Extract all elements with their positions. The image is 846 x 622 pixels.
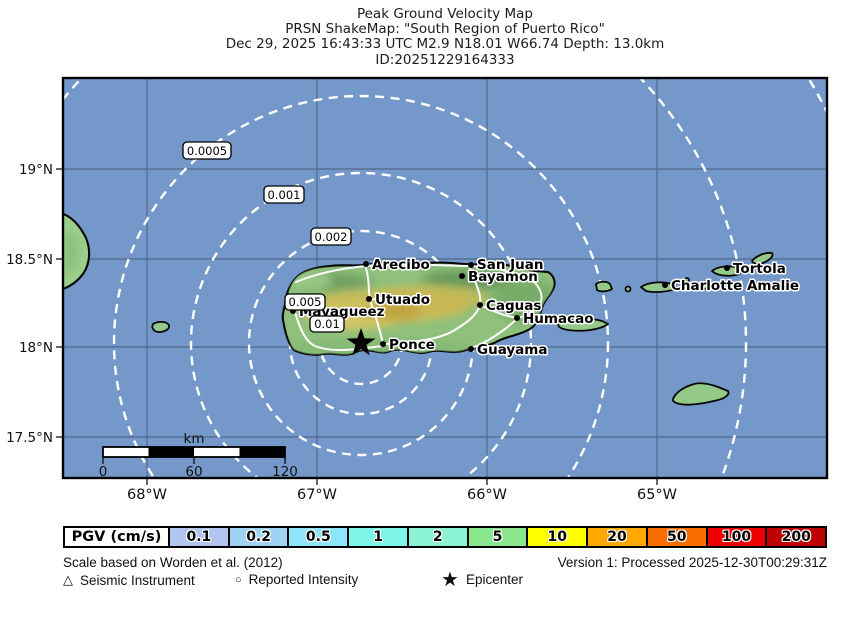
colorbar-cell: 0.2 xyxy=(227,528,288,546)
city-marker xyxy=(468,346,474,352)
legend-label: Seismic Instrument xyxy=(80,572,195,588)
st-croix xyxy=(671,382,730,406)
colorbar-cell: 5 xyxy=(466,528,527,546)
title-block: Peak Ground Velocity Map PRSN ShakeMap: … xyxy=(63,6,827,68)
contour-label: 0.005 xyxy=(289,295,322,309)
isla-mona xyxy=(151,320,171,333)
city-label: Humacao xyxy=(523,311,593,327)
city-label: Caguas xyxy=(486,298,541,314)
contour-label: 0.0005 xyxy=(187,144,227,158)
city-marker xyxy=(662,282,668,288)
map-legend: △ Seismic Instrument ○ Reported Intensit… xyxy=(63,568,827,592)
colorbar-cell: 1 xyxy=(347,528,407,546)
city-marker xyxy=(468,262,474,268)
cities: Arecibo San Juan Bayamon Utuado Mayaguee… xyxy=(290,256,801,360)
colorbar-cell: 0.5 xyxy=(287,528,348,546)
map-frame xyxy=(61,76,829,480)
scale-bar: km 0 60 120 xyxy=(99,431,298,480)
vieques xyxy=(557,317,609,332)
contour-label: 0.01 xyxy=(314,317,340,331)
contour-label: 0.001 xyxy=(268,188,301,202)
city-marker xyxy=(514,315,520,321)
city-marker xyxy=(459,273,465,279)
culebra xyxy=(595,280,613,293)
city-marker xyxy=(380,341,386,347)
legend-reported-intensity: ○ Reported Intensity xyxy=(235,572,358,587)
star-icon: ★ xyxy=(441,568,459,591)
lon-tick-label: 66°W xyxy=(467,487,507,503)
colorbar-cell: 0.1 xyxy=(168,528,228,546)
puerto-rico-island xyxy=(281,261,556,356)
epicenter-star xyxy=(346,328,376,356)
city-marker xyxy=(724,265,730,271)
city-marker xyxy=(366,296,372,302)
colorbar-cell: 100 xyxy=(705,528,766,546)
lat-tick-label: 17.5°N xyxy=(6,430,53,446)
scale-tick-label: 60 xyxy=(185,464,202,480)
pgv-colorbar: PGV (cm/s) 0.1 0.2 0.5 1 2 5 10 20 50 10… xyxy=(63,526,827,548)
hispaniola-terrain xyxy=(64,230,79,276)
lon-tick-label: 67°W xyxy=(297,487,337,503)
scale-tick-label: 120 xyxy=(272,464,298,480)
longitude-axis: 68°W 67°W 66°W 65°W xyxy=(127,478,677,503)
city-label: Charlotte Amalie xyxy=(671,278,799,294)
lon-tick-label: 68°W xyxy=(127,487,167,503)
map-title: Peak Ground Velocity Map xyxy=(356,6,534,22)
st-john xyxy=(691,282,710,291)
st-thomas xyxy=(640,281,679,293)
lat-tick-label: 19°N xyxy=(19,162,53,178)
city-label: Ponce xyxy=(389,337,435,353)
legend-label: Reported Intensity xyxy=(248,572,359,587)
circle-icon: ○ xyxy=(235,573,242,586)
terrain-shading xyxy=(284,270,555,355)
lat-tick-label: 18.5°N xyxy=(6,252,53,268)
contour-labels: 0.0005 0.001 0.002 0.005 0.01 xyxy=(182,141,352,333)
latitude-axis: 19°N 18.5°N 18°N 17.5°N xyxy=(6,162,63,446)
scale-reference: Scale based on Worden et al. (2012) xyxy=(63,555,283,570)
triangle-icon: △ xyxy=(63,572,73,587)
event-summary: Dec 29, 2025 16:43:33 UTC M2.9 N18.01 W6… xyxy=(225,36,665,53)
small-islands xyxy=(151,251,774,406)
legend-seismic-instrument: △ Seismic Instrument xyxy=(63,572,195,588)
lat-tick-label: 18°N xyxy=(19,340,53,356)
virgin-gorda xyxy=(751,251,774,265)
version-processed: Version 1: Processed 2025-12-30T00:29:31… xyxy=(557,555,827,570)
city-label: San Juan xyxy=(477,257,544,273)
scale-tick-label: 0 xyxy=(99,464,108,480)
colorbar-title: PGV (cm/s) xyxy=(65,528,168,546)
city-label: Utuado xyxy=(375,292,430,308)
shakemap-subtitle: PRSN ShakeMap: "South Region of Puerto R… xyxy=(285,21,605,38)
scale-bar-unit: km xyxy=(184,431,205,447)
city-marker xyxy=(363,261,369,267)
colorbar-cell: 10 xyxy=(526,528,587,546)
colorbar-cell: 20 xyxy=(586,528,646,546)
city-label: Arecibo xyxy=(372,257,430,273)
city-label: Bayamon xyxy=(468,269,538,285)
colorbar-cell: 200 xyxy=(765,528,826,546)
footer-info: Scale based on Worden et al. (2012) Vers… xyxy=(63,555,827,570)
city-label: Tortola xyxy=(733,261,786,277)
legend-epicenter: ★ Epicenter xyxy=(441,568,523,591)
colorbar-cell: 50 xyxy=(645,528,706,546)
contour-label: 0.002 xyxy=(315,230,348,244)
shakemap-map: Arecibo San Juan Bayamon Utuado Mayaguee… xyxy=(6,76,829,503)
city-label: Guayama xyxy=(477,342,547,358)
city-marker xyxy=(477,302,483,308)
lon-tick-label: 65°W xyxy=(637,487,677,503)
legend-label: Epicenter xyxy=(465,572,523,587)
event-id: ID:20251229164333 xyxy=(375,51,515,68)
colorbar-cell: 2 xyxy=(406,528,467,546)
